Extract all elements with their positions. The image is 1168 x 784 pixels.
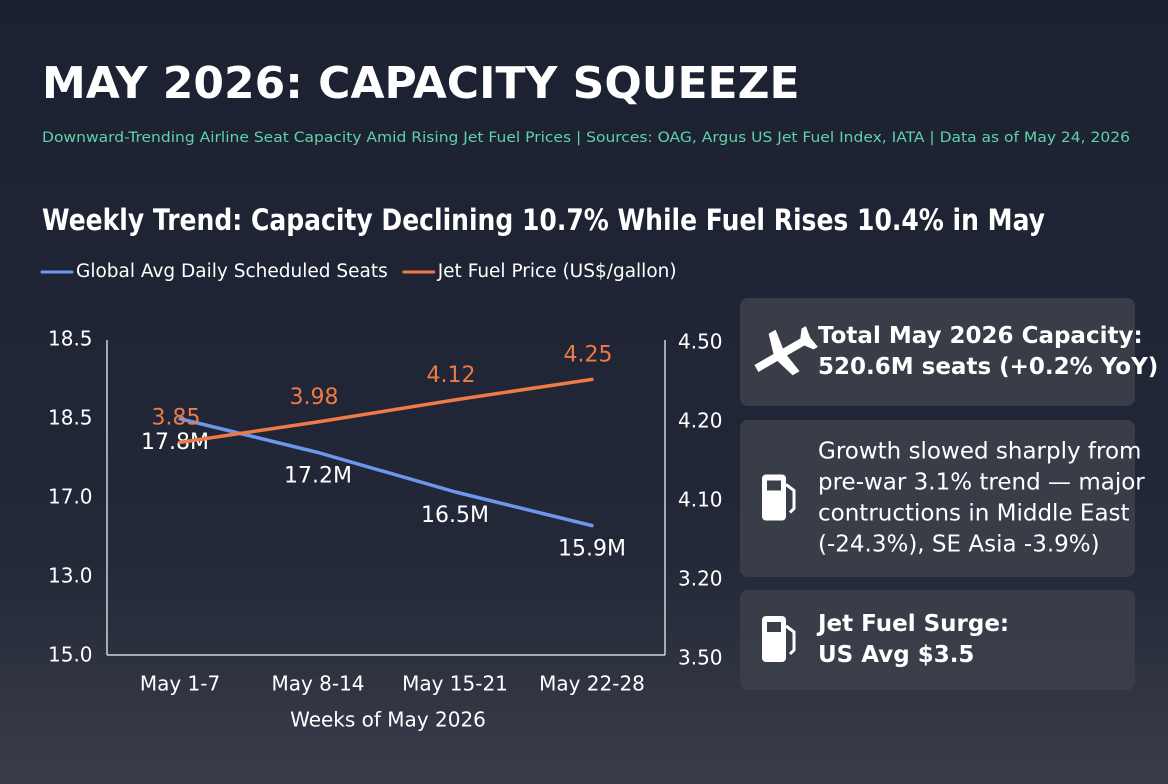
data-label: 15.9M	[558, 537, 626, 562]
x-tick-label: May 22-28	[539, 672, 645, 696]
data-label: 17.2M	[284, 464, 352, 489]
card-text: Growth slowed sharply from	[818, 439, 1141, 465]
card-text: contructions in Middle East	[818, 501, 1130, 527]
data-label: 4.12	[427, 363, 476, 388]
data-label: 3.85	[152, 405, 201, 430]
info-card	[740, 298, 1135, 406]
fuel-icon-window	[767, 622, 781, 632]
data-label: 4.25	[564, 342, 613, 367]
y2-tick-label: 4.50	[678, 330, 723, 354]
y2-tick-label: 3.50	[678, 646, 723, 670]
y-tick-label: 17.0	[48, 485, 93, 509]
card-text: Jet Fuel Surge:	[816, 611, 1009, 637]
card-text: US Avg $3.5	[818, 642, 974, 668]
info-card	[740, 590, 1135, 690]
subtitle: Downward-Trending Airline Seat Capacity …	[42, 130, 1130, 146]
card-text: Total May 2026 Capacity:	[818, 323, 1143, 349]
data-label: 3.98	[290, 385, 339, 410]
data-label: 17.8M	[141, 430, 209, 455]
y2-tick-label: 3.20	[678, 567, 723, 591]
card-text: (-24.3%), SE Asia -3.9%)	[818, 532, 1100, 558]
info-card	[740, 420, 1135, 577]
card-text: pre-war 3.1% trend — major	[818, 470, 1145, 496]
y-tick-label: 13.0	[48, 564, 93, 588]
x-tick-label: May 8-14	[271, 672, 364, 696]
y-tick-label: 18.5	[48, 327, 93, 351]
fuel-icon-window	[767, 480, 781, 491]
chart-title: Weekly Trend: Capacity Declining 10.7% W…	[42, 203, 1045, 237]
series-line	[178, 417, 594, 528]
x-tick-label: May 15-21	[402, 672, 508, 696]
card-text: 520.6M seats (+0.2% YoY)	[818, 354, 1158, 380]
y2-tick-label: 4.20	[678, 409, 723, 433]
legend-label: Jet Fuel Price (US$/gallon)	[437, 261, 677, 282]
legend-label: Global Avg Daily Scheduled Seats	[76, 261, 388, 282]
y2-tick-label: 4.10	[678, 488, 723, 512]
fuel-icon-hose	[785, 483, 796, 514]
title: MAY 2026: CAPACITY SQUEEZE	[42, 58, 800, 109]
series-line	[178, 377, 594, 445]
x-tick-label: May 1-7	[140, 672, 220, 696]
plane-icon	[754, 326, 818, 376]
y-tick-label: 15.0	[48, 643, 93, 667]
y-tick-label: 18.5	[48, 406, 93, 430]
fuel-icon-hose	[785, 624, 796, 656]
x-axis-title: Weeks of May 2026	[290, 708, 486, 732]
data-label: 16.5M	[421, 503, 489, 528]
